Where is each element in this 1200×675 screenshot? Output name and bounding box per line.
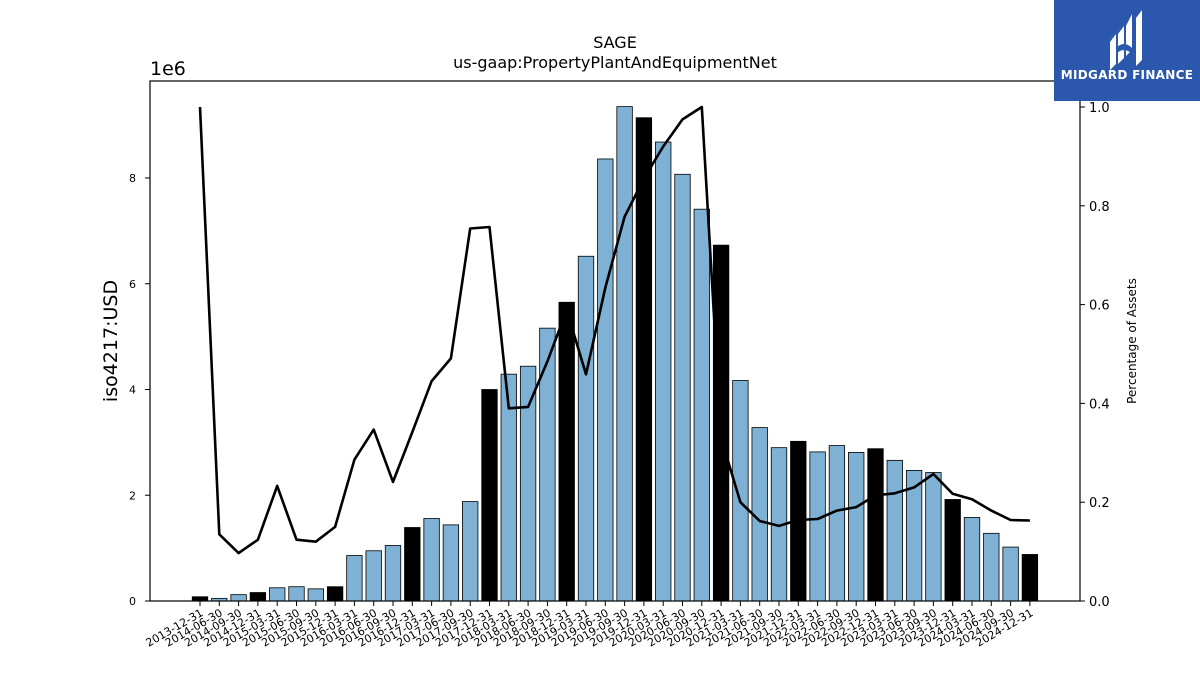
bar [732,380,749,602]
bar [944,499,961,602]
bar [442,524,460,602]
bar [288,586,305,602]
bar [577,255,595,602]
bar [384,545,402,602]
bar [558,301,575,602]
y-tick-label: 2 [129,489,136,502]
y2-tick-label: 0.6 [1089,299,1110,314]
plot-frame [149,80,1081,602]
bar [423,518,440,602]
bar [848,452,865,602]
bar [519,365,537,602]
bar [191,596,209,602]
bar [983,532,1000,602]
bar [481,389,498,602]
y-offset-label: 1e6 [150,58,186,80]
bar [1021,554,1039,602]
y2-tick-label: 0.8 [1089,200,1110,215]
bar [269,587,286,602]
bar [963,517,981,602]
y2-tick-label: 0.2 [1089,496,1110,511]
y-tick-label: 4 [129,384,136,397]
bar [230,594,247,602]
bar [674,173,691,602]
bar [655,141,672,602]
series-line [198,105,1030,555]
bar [539,327,556,602]
logo-text: MIDGARD FINANCE [1060,68,1194,82]
midgard-finance-logo: MIDGARD FINANCE [1054,0,1200,101]
y-tick-label: 0 [129,595,136,608]
bar [693,208,710,602]
bar [1002,546,1019,602]
bar [326,586,344,602]
bar [365,550,382,602]
bar [616,106,633,602]
y-tick-label: 8 [129,172,136,185]
y-tick-label: 6 [129,278,136,291]
y2-tick-label: 0.4 [1089,397,1110,412]
bar [925,472,942,602]
bar [828,445,846,602]
y2-axis-label: Percentage of Assets [1125,278,1139,404]
bar [307,588,324,602]
bar [346,555,363,602]
logo-mark-icon [1110,10,1142,70]
bar [809,451,826,602]
bar [867,448,884,602]
chart-title: SAGE [593,33,637,52]
bar [597,158,614,602]
y-axis-label: iso4217:USD [100,280,122,402]
bar [462,501,479,602]
y2-tick-label: 1.0 [1089,101,1110,116]
bar [249,592,267,602]
chart-subtitle: us-gaap:PropertyPlantAndEquipmentNet [453,53,777,72]
bar [886,459,903,602]
y2-tick-label: 0.0 [1089,595,1110,610]
bar [404,527,421,602]
